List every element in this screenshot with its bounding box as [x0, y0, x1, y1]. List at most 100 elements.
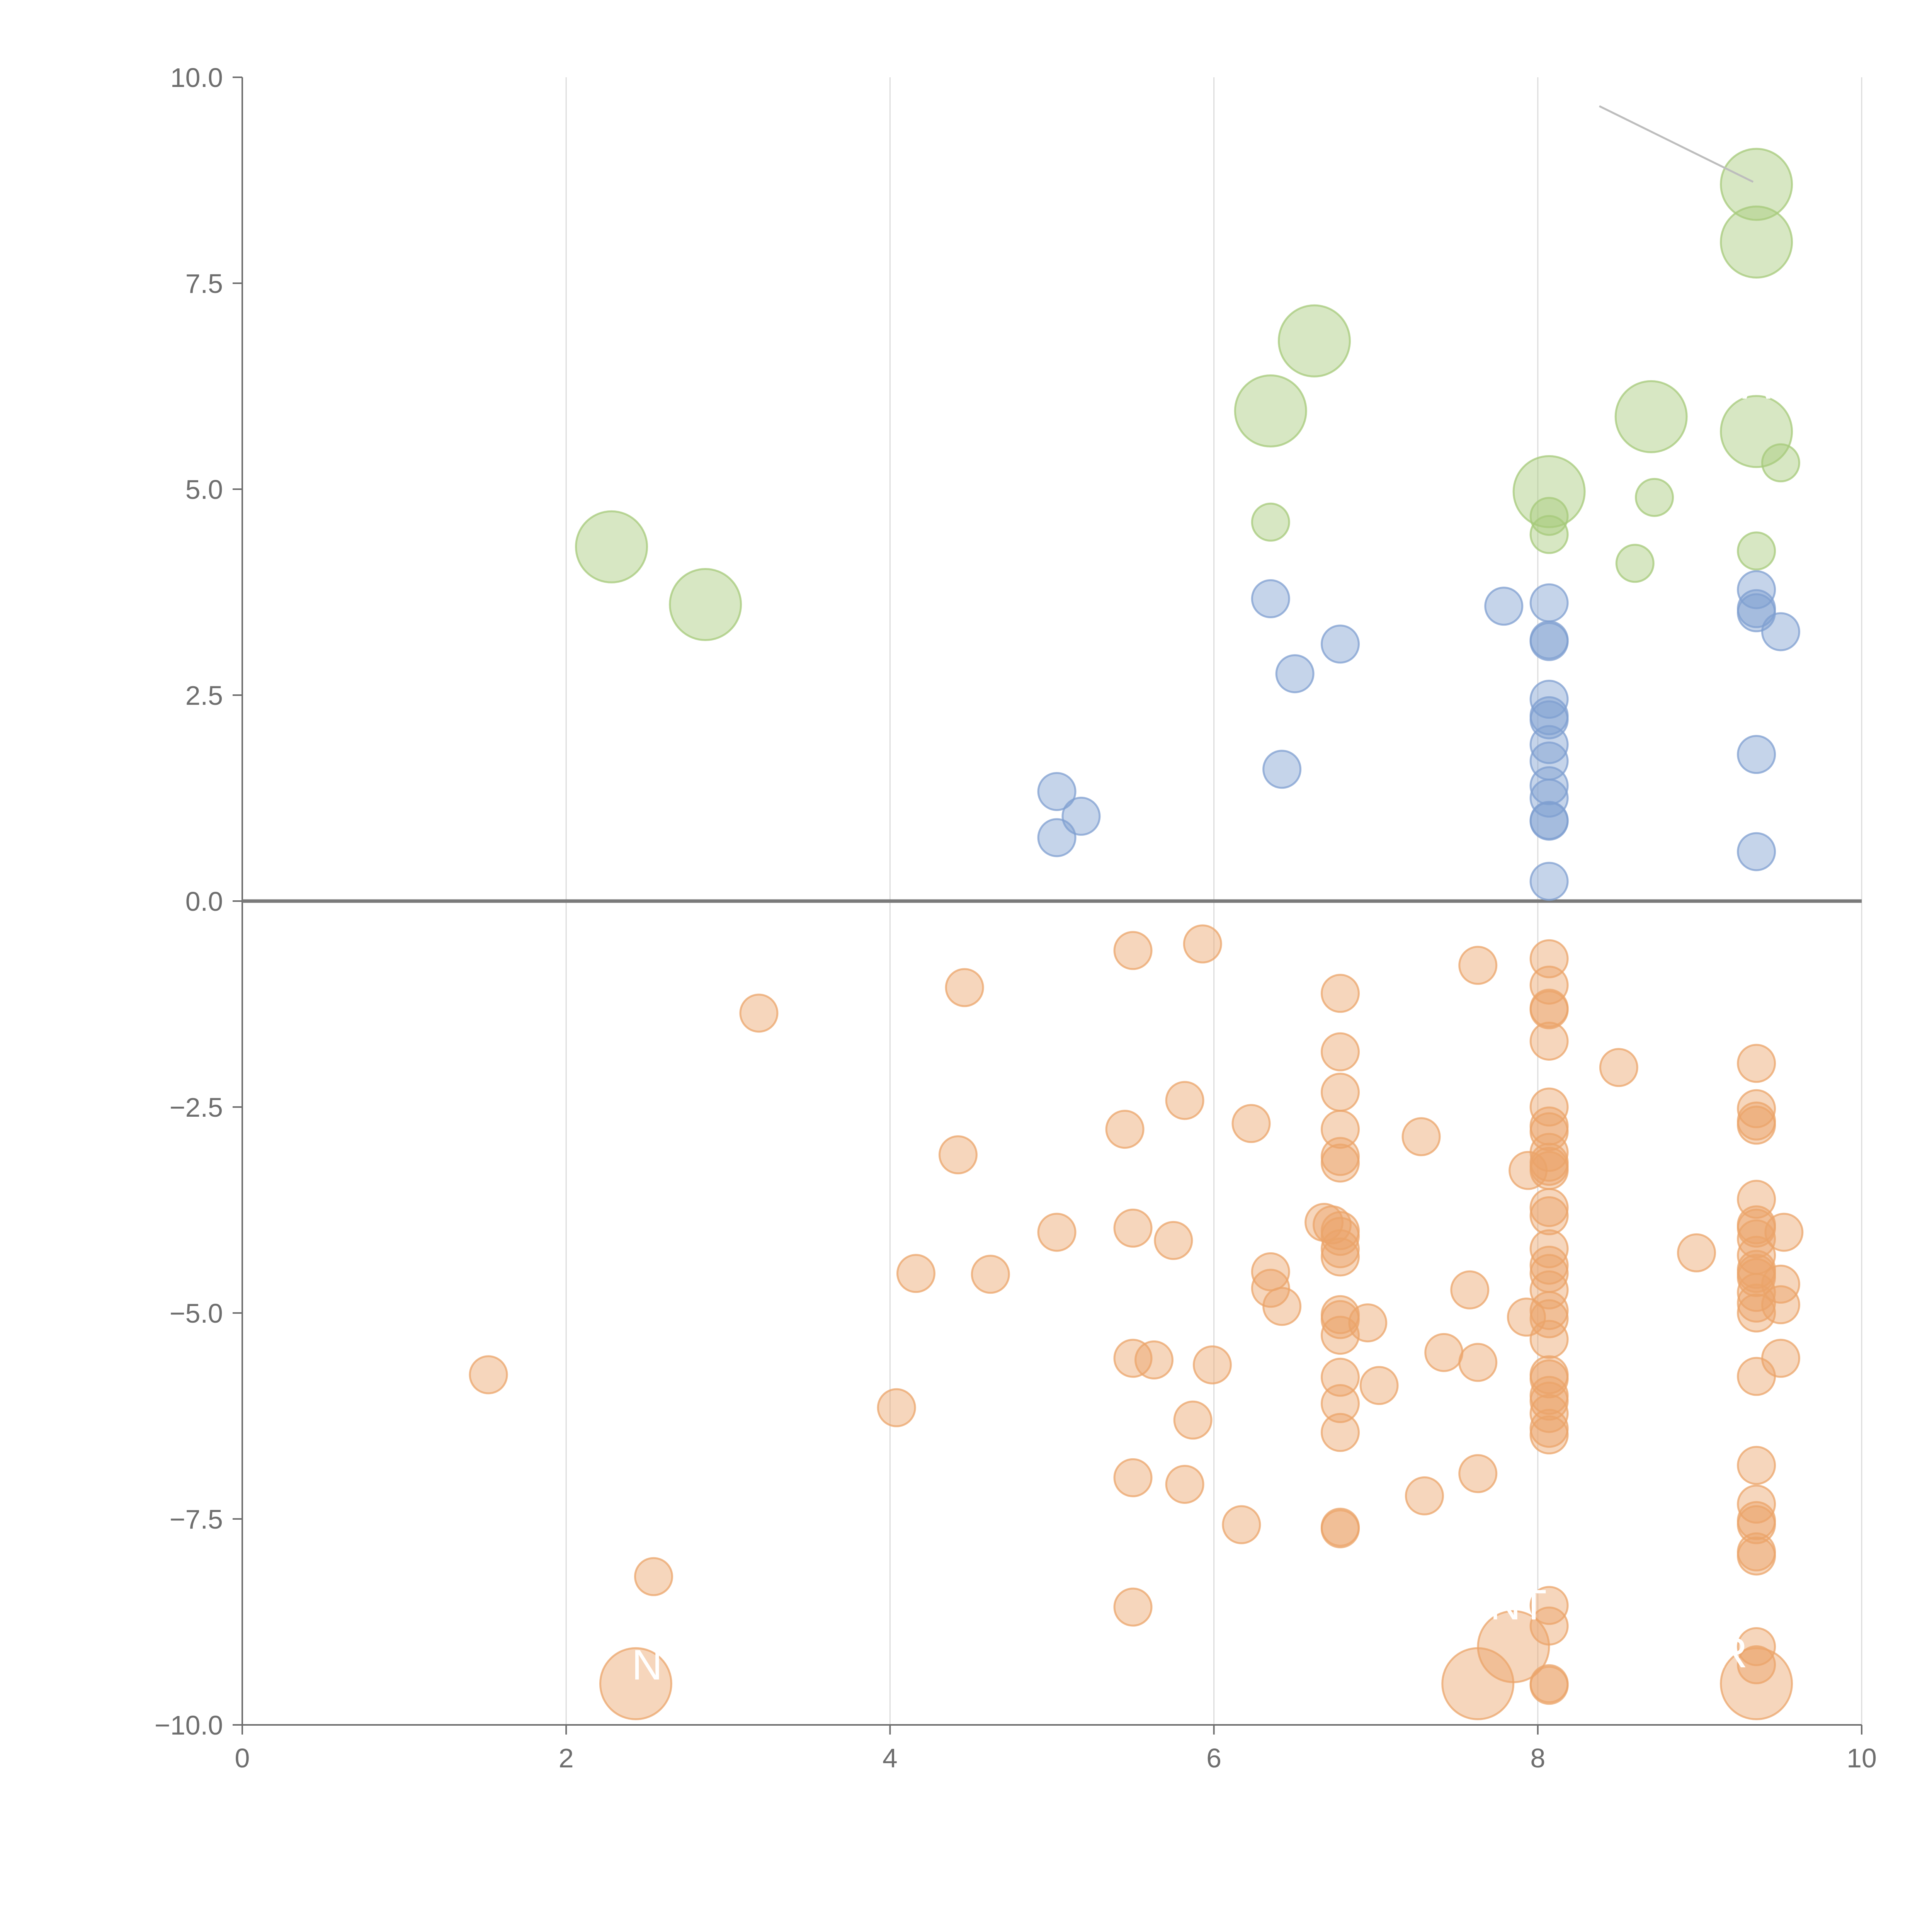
data-point — [1458, 1343, 1498, 1382]
data-point — [1720, 205, 1793, 279]
y-tick-label: 10.0 — [170, 63, 223, 93]
data-point — [1320, 1237, 1360, 1277]
data-point — [1737, 1219, 1776, 1259]
y-tick-label: −10.0 — [155, 1710, 223, 1740]
data-point — [1529, 725, 1569, 764]
data-point — [1720, 395, 1793, 468]
data-point — [1441, 1647, 1515, 1720]
data-point — [1737, 1273, 1776, 1312]
x-tick-label: 8 — [1530, 1743, 1545, 1773]
annotation-label: N — [632, 1641, 662, 1689]
data-point — [599, 1647, 672, 1720]
x-tick-label: 6 — [1206, 1743, 1221, 1773]
data-point — [1262, 750, 1302, 789]
data-point — [1231, 1104, 1271, 1143]
data-point — [1529, 1320, 1569, 1359]
data-point — [1614, 380, 1688, 453]
data-point — [1737, 735, 1776, 774]
data-point — [1529, 1381, 1569, 1421]
data-point — [1113, 1587, 1153, 1627]
data-point — [1761, 443, 1800, 483]
data-point — [1529, 583, 1569, 622]
data-point — [1134, 1340, 1174, 1380]
data-point — [1529, 622, 1569, 661]
data-point — [1529, 680, 1569, 719]
data-point — [1529, 990, 1569, 1029]
data-point — [1509, 1151, 1548, 1190]
data-point — [971, 1255, 1010, 1294]
data-point — [1529, 1196, 1569, 1235]
data-point — [1113, 1208, 1153, 1248]
data-point — [1737, 1505, 1776, 1544]
data-point — [1320, 1110, 1360, 1149]
data-point — [1320, 1413, 1360, 1452]
data-point — [1277, 304, 1351, 378]
data-point — [1173, 1400, 1213, 1440]
data-point — [1320, 1229, 1360, 1269]
data-point — [1234, 374, 1307, 447]
leader-line — [1599, 105, 1754, 183]
data-point — [1529, 1270, 1569, 1310]
y-tick-label: 0.0 — [185, 886, 223, 917]
data-point — [1529, 801, 1569, 841]
y-tick-label: 7.5 — [185, 269, 223, 299]
data-point — [1737, 1446, 1776, 1485]
data-point — [877, 1388, 916, 1427]
data-point — [1529, 1151, 1569, 1190]
data-point — [1275, 654, 1315, 694]
data-point — [1037, 1213, 1077, 1252]
y-tick-label: −7.5 — [170, 1504, 223, 1534]
data-point — [1320, 1384, 1360, 1423]
data-point — [1529, 779, 1569, 818]
data-point — [1320, 1316, 1360, 1355]
data-point — [1529, 1291, 1569, 1330]
data-point — [1458, 946, 1498, 985]
data-point — [1458, 1454, 1498, 1493]
data-point — [1262, 1287, 1302, 1326]
data-point — [1529, 1299, 1569, 1338]
data-point — [1320, 974, 1360, 1013]
data-point — [469, 1355, 508, 1395]
y-tick-label: −2.5 — [170, 1092, 223, 1122]
data-point — [634, 1557, 673, 1596]
data-point — [1251, 502, 1290, 542]
data-point — [1737, 1293, 1776, 1333]
x-tick-label: 4 — [883, 1743, 898, 1773]
data-point — [1720, 1647, 1793, 1720]
annotation-label: NT — [1490, 1581, 1547, 1629]
x-tick-label: 2 — [559, 1743, 574, 1773]
data-point — [1424, 1333, 1464, 1372]
data-point — [1677, 1233, 1716, 1272]
data-point — [1737, 1089, 1776, 1128]
data-point — [1761, 1285, 1800, 1325]
data-point — [896, 1254, 935, 1293]
data-point — [1529, 1394, 1569, 1433]
data-point — [938, 1135, 978, 1175]
data-point — [1320, 624, 1360, 664]
data-point — [1320, 1217, 1360, 1256]
data-point — [1192, 1345, 1232, 1384]
data-point — [739, 993, 779, 1033]
data-point — [1105, 1110, 1145, 1149]
data-point — [1113, 931, 1153, 970]
data-point — [1529, 1666, 1569, 1705]
data-point — [1529, 1112, 1569, 1151]
data-point — [575, 510, 648, 583]
data-point — [1737, 832, 1776, 871]
data-point — [1529, 1415, 1569, 1455]
data-point — [1154, 1221, 1193, 1260]
data-point — [1037, 772, 1077, 811]
data-point — [1737, 1044, 1776, 1083]
data-point — [1737, 1645, 1776, 1684]
data-point — [1183, 924, 1222, 964]
data-point — [1529, 1359, 1569, 1399]
data-point — [1165, 1081, 1204, 1120]
y-tick-label: −5.0 — [170, 1298, 223, 1328]
data-point — [1320, 1143, 1360, 1183]
data-points — [469, 148, 1804, 1720]
data-point — [1529, 1021, 1569, 1061]
data-point — [1165, 1464, 1204, 1504]
annotations: N NT R A — [632, 360, 1771, 1689]
y-tick-label: 2.5 — [185, 680, 223, 711]
leader-lines — [1599, 105, 1754, 183]
